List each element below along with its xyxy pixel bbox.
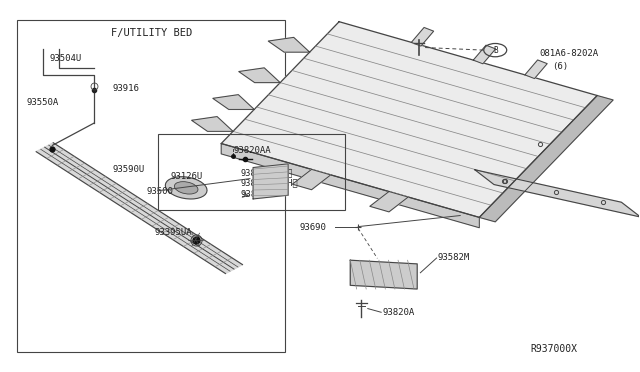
- Text: 93916: 93916: [113, 84, 140, 93]
- Text: 93590U: 93590U: [113, 165, 145, 174]
- Polygon shape: [292, 169, 331, 190]
- Polygon shape: [36, 143, 243, 273]
- Text: F/UTILITY BED: F/UTILITY BED: [111, 28, 192, 38]
- Polygon shape: [191, 116, 233, 131]
- Ellipse shape: [165, 177, 207, 199]
- Polygon shape: [475, 170, 640, 217]
- Polygon shape: [525, 60, 547, 78]
- Polygon shape: [268, 38, 310, 52]
- Text: 93690: 93690: [300, 223, 326, 232]
- Text: 93550A: 93550A: [27, 99, 59, 108]
- Text: 93582M: 93582M: [438, 253, 470, 263]
- Polygon shape: [239, 68, 280, 83]
- Text: 93504U: 93504U: [49, 54, 81, 63]
- Text: 93821M≪RH≫: 93821M≪RH≫: [241, 169, 293, 177]
- Polygon shape: [221, 22, 597, 217]
- Text: R937000X: R937000X: [531, 344, 577, 354]
- Polygon shape: [253, 164, 288, 199]
- Bar: [157, 134, 346, 210]
- Polygon shape: [350, 260, 417, 289]
- Text: 081A6-8202A: 081A6-8202A: [540, 49, 599, 58]
- Polygon shape: [221, 144, 479, 228]
- Text: 93820A: 93820A: [383, 308, 415, 317]
- Polygon shape: [479, 96, 613, 222]
- Polygon shape: [474, 45, 495, 64]
- Text: 93821MA≪LH≫: 93821MA≪LH≫: [241, 179, 298, 187]
- Text: 93126U: 93126U: [170, 172, 202, 181]
- Bar: [17, 20, 285, 352]
- Text: 93500: 93500: [147, 187, 173, 196]
- Ellipse shape: [174, 182, 198, 194]
- Polygon shape: [412, 28, 434, 46]
- Text: 93826A: 93826A: [241, 190, 273, 199]
- Text: 93820AA: 93820AA: [234, 147, 271, 155]
- Text: (6): (6): [552, 61, 569, 71]
- Text: B: B: [493, 46, 497, 55]
- Text: 93395UA: 93395UA: [154, 228, 192, 237]
- Polygon shape: [370, 192, 408, 212]
- Polygon shape: [213, 94, 254, 109]
